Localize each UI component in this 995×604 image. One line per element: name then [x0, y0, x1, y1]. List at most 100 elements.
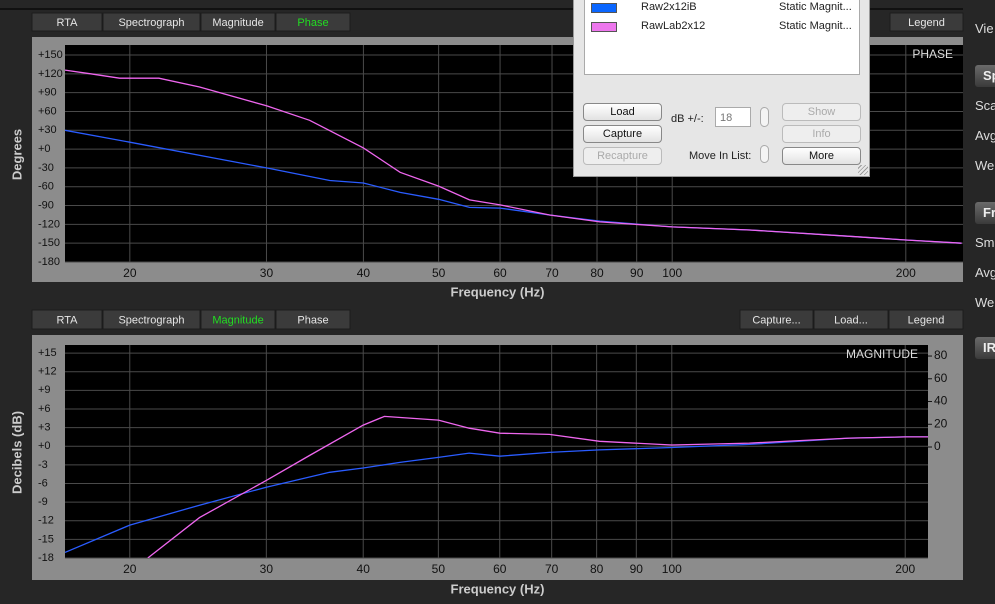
tab-label[interactable]: Magnitude [212, 17, 263, 29]
y-tick-label: -90 [38, 199, 54, 211]
tab-button[interactable] [31, 12, 103, 32]
sidebar-button[interactable]: Sp [975, 65, 995, 87]
x-tick-label: 100 [662, 562, 682, 576]
button: Info [782, 125, 861, 143]
x-tick-label: 20 [123, 266, 137, 280]
button[interactable]: Load [583, 103, 662, 121]
y2-tick-label: 20 [934, 416, 948, 430]
y-tick-label: -3 [38, 459, 48, 471]
tab-label[interactable]: Magnitude [212, 314, 263, 326]
y-tick-label: -120 [38, 218, 60, 230]
y-tick-label: +0 [38, 143, 51, 155]
tab-button[interactable] [888, 309, 964, 330]
tab-label[interactable]: Load... [834, 314, 868, 326]
y-tick-label: -150 [38, 237, 60, 249]
sidebar-label: Wei [975, 158, 995, 173]
x-tick-label: 50 [432, 266, 446, 280]
trace-list: Raw2x12iB Static Magnit... RawLab2x12 Stati… [584, 0, 860, 75]
y-tick-label: +12 [38, 366, 57, 378]
y-tick-label: +15 [38, 347, 57, 359]
y-tick-label: +30 [38, 124, 57, 136]
y-tick-label: -18 [38, 552, 54, 564]
y-tick-label: +120 [38, 68, 63, 80]
tab-label[interactable]: Capture... [752, 314, 800, 326]
button: Show [782, 103, 861, 121]
x-tick-label: 30 [260, 562, 274, 576]
y-tick-label: -15 [38, 533, 54, 545]
tab-label[interactable]: Phase [297, 314, 328, 326]
y-tick-label: -9 [38, 496, 48, 508]
legend-window: Raw2x12iB Static Magnit... RawLab2x12 Stati… [573, 0, 870, 177]
y-axis-label: Decibels (dB) [9, 411, 24, 494]
db-stepper[interactable] [760, 107, 769, 127]
x-tick-label: 80 [590, 562, 604, 576]
tab-label[interactable]: Phase [297, 17, 328, 29]
y-tick-label: +150 [38, 49, 63, 61]
move-stepper[interactable] [760, 145, 769, 163]
x-tick-label: 60 [493, 562, 507, 576]
x-tick-label: 40 [357, 562, 371, 576]
y-tick-label: -60 [38, 181, 54, 193]
x-tick-label: 20 [123, 562, 137, 576]
x-tick-label: 200 [895, 562, 915, 576]
tab-button[interactable] [200, 309, 276, 330]
y-tick-label: -180 [38, 256, 60, 268]
button[interactable]: Capture [583, 125, 662, 143]
tab-button[interactable] [102, 309, 201, 330]
x-axis-label: Frequency (Hz) [451, 581, 545, 596]
x-tick-label: 80 [590, 266, 604, 280]
x-tick-label: 70 [545, 562, 559, 576]
trace-name: RawLab2x12 [641, 20, 706, 32]
sidebar-label: Vie [975, 21, 994, 36]
button[interactable]: More [782, 147, 861, 165]
tab-label[interactable]: RTA [57, 17, 79, 29]
y2-tick-label: 0 [934, 439, 941, 453]
resize-grip[interactable] [858, 165, 868, 175]
tab-label[interactable]: Spectrograph [118, 314, 184, 326]
y-tick-label: -12 [38, 515, 54, 527]
db-input[interactable]: 18 [715, 107, 751, 127]
sidebar-button[interactable]: Fr [975, 202, 995, 224]
tab-button[interactable] [275, 309, 351, 330]
series-line [147, 415, 928, 558]
tab-label[interactable]: Legend [908, 17, 945, 29]
y-tick-label: +6 [38, 403, 51, 415]
trace-kind: Static Magnit... [779, 20, 852, 32]
move-label: Move In List: [689, 150, 752, 162]
tab-button[interactable] [102, 12, 201, 32]
tab-label[interactable]: RTA [57, 314, 79, 326]
sidebar-label: Wei [975, 295, 995, 310]
tab-button[interactable] [813, 309, 889, 330]
y2-tick-label: 60 [934, 371, 948, 385]
trace-kind: Static Magnit... [779, 1, 852, 13]
sidebar-button[interactable]: IR [975, 337, 995, 359]
trace-name: Raw2x12iB [641, 1, 697, 13]
tab-button[interactable] [200, 12, 276, 32]
x-tick-label: 30 [260, 266, 274, 280]
tab-button[interactable] [31, 309, 103, 330]
y-tick-label: +60 [38, 105, 57, 117]
tab-button[interactable] [739, 309, 814, 330]
y2-tick-label: 40 [934, 394, 948, 408]
x-tick-label: 50 [432, 562, 446, 576]
sidebar-label: Avg [975, 265, 995, 280]
tab-button[interactable] [275, 12, 351, 32]
trace-row[interactable]: RawLab2x12 Static Magnit... [585, 18, 859, 36]
plot-area [65, 345, 928, 558]
x-tick-label: 60 [493, 266, 507, 280]
x-axis-label: Frequency (Hz) [451, 284, 545, 299]
y-tick-label: +3 [38, 421, 51, 433]
tab-button[interactable] [889, 12, 964, 32]
trace-row[interactable]: Raw2x12iB Static Magnit... [585, 0, 859, 17]
sidebar-label: Sm [975, 235, 995, 250]
y-tick-label: -30 [38, 162, 54, 174]
tab-label[interactable]: Legend [908, 314, 945, 326]
x-tick-label: 200 [896, 266, 916, 280]
x-tick-label: 90 [630, 266, 644, 280]
x-tick-label: 100 [662, 266, 682, 280]
y2-tick-label: 80 [934, 348, 948, 362]
tab-label[interactable]: Spectrograph [118, 17, 184, 29]
chart-title: MAGNITUDE [846, 347, 918, 361]
